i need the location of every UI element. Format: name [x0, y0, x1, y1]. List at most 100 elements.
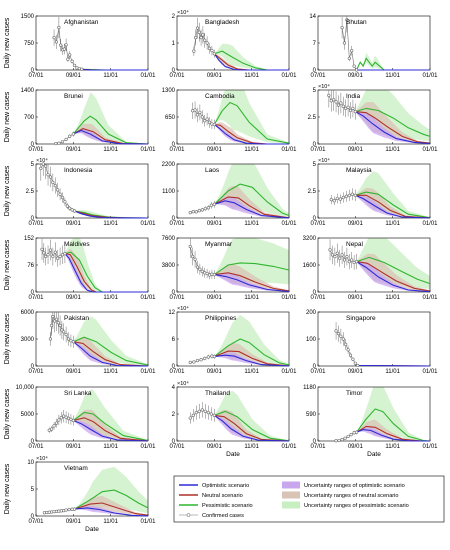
confirmed-case-point — [200, 115, 204, 119]
confirmed-case-point — [350, 258, 354, 262]
x-tick-label: 07/01 — [169, 147, 185, 153]
opt-scenario-line — [355, 111, 431, 145]
pes-uncertainty-band — [73, 92, 148, 144]
x-tick-label: 11/01 — [244, 295, 259, 301]
neu-scenario-line — [214, 414, 290, 442]
confirmed-case-point — [344, 342, 348, 347]
confirmed-case-point — [205, 117, 209, 121]
confirmed-case-point — [56, 188, 60, 192]
confirmed-case-point — [338, 197, 342, 201]
x-axis-label: Date — [367, 451, 381, 458]
confirmed-case-point — [57, 25, 61, 30]
x-tick-label: 07/01 — [28, 221, 44, 227]
y-tick-label: 5 — [31, 162, 35, 168]
confirmed-case-point — [330, 253, 335, 257]
x-tick-label: 07/01 — [28, 369, 44, 375]
confirmed-case-point — [188, 244, 192, 249]
confirmed-case-point — [59, 416, 63, 420]
confirmed-case-point — [343, 436, 347, 440]
x-tick-label: 11/01 — [103, 147, 118, 153]
confirmed-case-point — [54, 40, 59, 44]
confirmed-case-point — [64, 332, 68, 337]
confirmed-case-point — [72, 209, 77, 213]
confirmed-case-point — [198, 110, 202, 115]
confirmed-case-point — [334, 439, 338, 443]
pes-scenario-line — [355, 107, 431, 137]
y-tick-label: 0 — [313, 142, 317, 148]
confirmed-case-point — [44, 164, 48, 168]
confirmed-case-point — [195, 113, 200, 117]
x-tick-label: 09/01 — [66, 369, 82, 375]
confirmed-case-point — [335, 251, 339, 255]
confirmed-case-point — [339, 334, 343, 338]
confirmed-case-point — [50, 427, 54, 431]
x-tick-label: 09/01 — [207, 147, 223, 153]
x-tick-label: 11/01 — [244, 73, 259, 79]
y-tick-label: 1600 — [303, 263, 317, 269]
y-tick-label: 0 — [172, 290, 176, 296]
confirmed-case-point — [335, 196, 339, 201]
neu-scenario-line — [214, 350, 290, 367]
y-tick-label: 1100 — [162, 189, 176, 195]
opt-scenario-line — [72, 341, 149, 367]
neu-uncertainty-band — [214, 409, 289, 441]
opt-uncertainty-band — [355, 111, 430, 144]
x-tick-label: 07/01 — [169, 221, 185, 227]
pes-scenario-line — [355, 191, 431, 219]
y-tick-label: 0 — [31, 364, 35, 370]
confirmed-case-point — [188, 211, 192, 215]
y-exponent-label: ×10⁴ — [318, 83, 330, 90]
confirmed-case-point — [197, 30, 201, 34]
opt-scenario-line — [213, 124, 289, 145]
confirmed-case-point — [356, 363, 360, 368]
y-exponent-label: ×10⁴ — [177, 9, 189, 16]
y-tick-label: 2.5 — [308, 189, 317, 195]
y-exponent-label: ×10⁴ — [36, 455, 48, 462]
x-tick-label: 09/01 — [348, 444, 364, 450]
panel-title: Singapore — [346, 315, 376, 322]
x-tick-label: 07/01 — [28, 519, 44, 525]
confirmed-case-point — [199, 35, 203, 40]
panel-title: Thailand — [205, 390, 230, 397]
y-tick-label: 0 — [172, 68, 176, 74]
y-tick-label: 0 — [172, 439, 176, 445]
neu-scenario-line — [355, 194, 431, 219]
confirmed-case-point — [40, 247, 44, 251]
opt-scenario-line — [214, 274, 290, 293]
confirmed-case-point — [72, 507, 77, 511]
confirmed-case-point — [346, 348, 350, 352]
opt-scenario-line — [74, 507, 149, 517]
confirmed-case-point — [206, 206, 210, 210]
y-tick-label: 2200 — [162, 162, 176, 168]
x-tick-label: 09/01 — [207, 369, 223, 375]
y-axis-label: Daily new cases — [4, 463, 11, 514]
neu-scenario-line — [214, 272, 290, 292]
pes-scenario-line — [72, 411, 149, 442]
panel-laos: 07/01 09/01 11/01 01/01 0 1100 2200 Laos — [162, 162, 298, 227]
confirmed-case-point — [46, 253, 50, 257]
x-tick-label: 09/01 — [66, 147, 82, 153]
y-tick-label: 3800 — [162, 263, 176, 269]
confirmed-case-point — [329, 198, 333, 202]
panel-thailand: 07/01 09/01 11/01 01/01 0 2 4×10⁴ Thailand Date — [169, 380, 297, 458]
confirmed-case-point — [57, 141, 61, 145]
confirmed-case-point — [340, 25, 344, 30]
panel-indonesia: 07/01 09/01 11/01 01/01 0 2.5 5×10⁴ Indonesia Da… — [4, 157, 156, 227]
confirmed-case-point — [53, 184, 57, 188]
panel-nepal: 07/01 09/01 11/01 01/01 0 1600 3200 Nepal — [303, 236, 439, 301]
y-tick-label: 3200 — [303, 236, 317, 242]
legend-label: Uncertainty ranges of neutral scenario — [304, 493, 399, 499]
neu-uncertainty-band — [73, 123, 148, 144]
confirmed-case-point — [209, 412, 213, 416]
y-tick-label: 1400 — [21, 88, 35, 94]
confirmed-case-point — [54, 317, 59, 321]
confirmed-case-point — [63, 200, 67, 204]
confirmed-case-point — [195, 265, 200, 269]
confirmed-case-point — [194, 35, 198, 40]
confirmed-case-point — [212, 272, 216, 277]
x-tick-label: 07/01 — [310, 444, 326, 450]
confirmed-case-point — [210, 48, 214, 53]
opt-uncertainty-band — [73, 128, 148, 144]
panel-singapore: 07/01 09/01 11/01 01/01 0 100 200 Singapore — [306, 310, 438, 375]
confirmed-case-point — [56, 321, 60, 325]
